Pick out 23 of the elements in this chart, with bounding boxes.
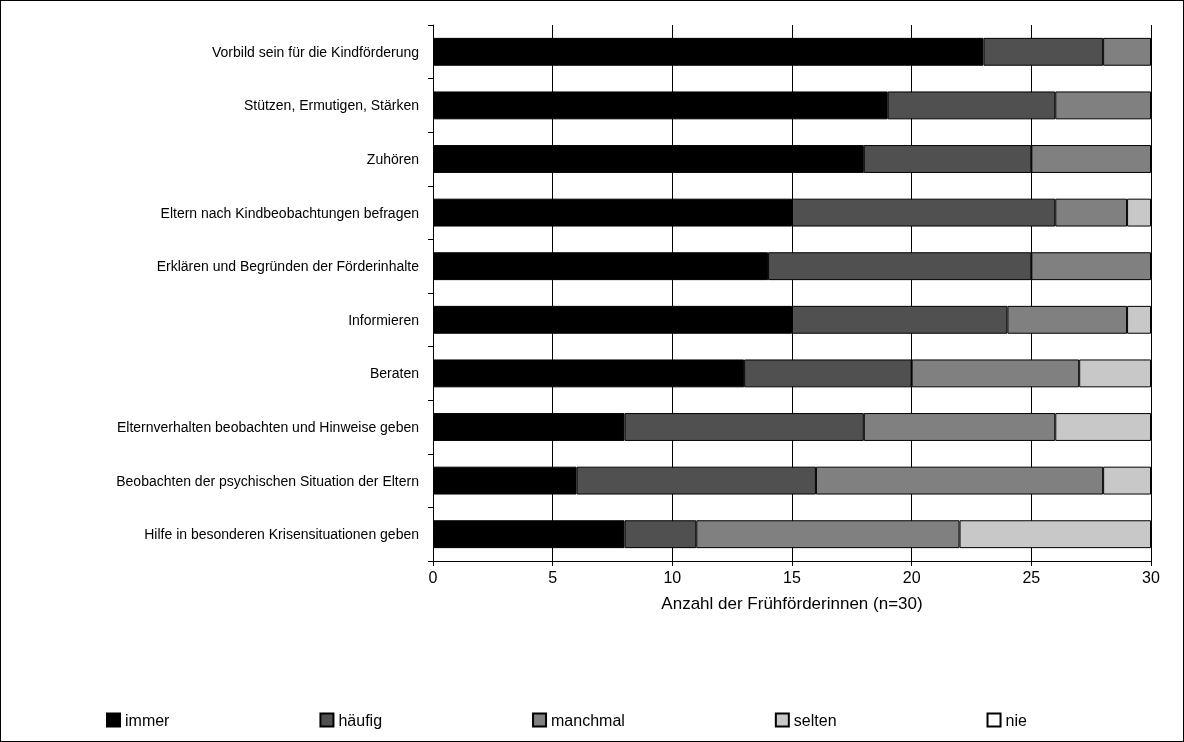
x-tick-label: 0	[428, 568, 438, 586]
x-tick-label: 25	[1022, 568, 1041, 586]
x-tick-label: 15	[783, 568, 801, 586]
y-tick-label: Beraten	[369, 365, 419, 382]
legend-label: immer	[125, 711, 171, 729]
y-tick-label: Informieren	[348, 311, 419, 328]
x-tick-label: 5	[548, 568, 558, 586]
y-tick-label: Stützen, Ermutigen, Stärken	[243, 97, 419, 114]
y-tick-label: Vorbild sein für die Kindförderung	[211, 43, 419, 60]
y-tick-label: Hilfe in besonderen Krisensituationen geben	[144, 526, 419, 543]
legend-label: häufig	[338, 711, 383, 729]
y-tick-label: Erklären und Begründen der Förderinhalte	[156, 258, 420, 275]
x-tick-label: 20	[902, 568, 921, 586]
legend-label: selten	[793, 711, 837, 729]
x-tick-label: 10	[663, 568, 682, 586]
y-tick-label: Beobachten der psychischen Situation der Eltern	[116, 472, 419, 489]
x-tick-label: 30	[1142, 568, 1160, 586]
y-tick-label: Elternverhalten beobachten und Hinweise geben	[117, 419, 419, 435]
y-tick-label: Eltern nach Kindbeobachtungen befragen	[160, 204, 419, 221]
y-tick-label: Zuhören	[366, 151, 419, 167]
legend-label: manchmal	[551, 711, 625, 729]
x-axis-title: Anzahl der Frühförderinnen (n=30)	[661, 594, 923, 613]
legend-label: nie	[1005, 711, 1027, 729]
